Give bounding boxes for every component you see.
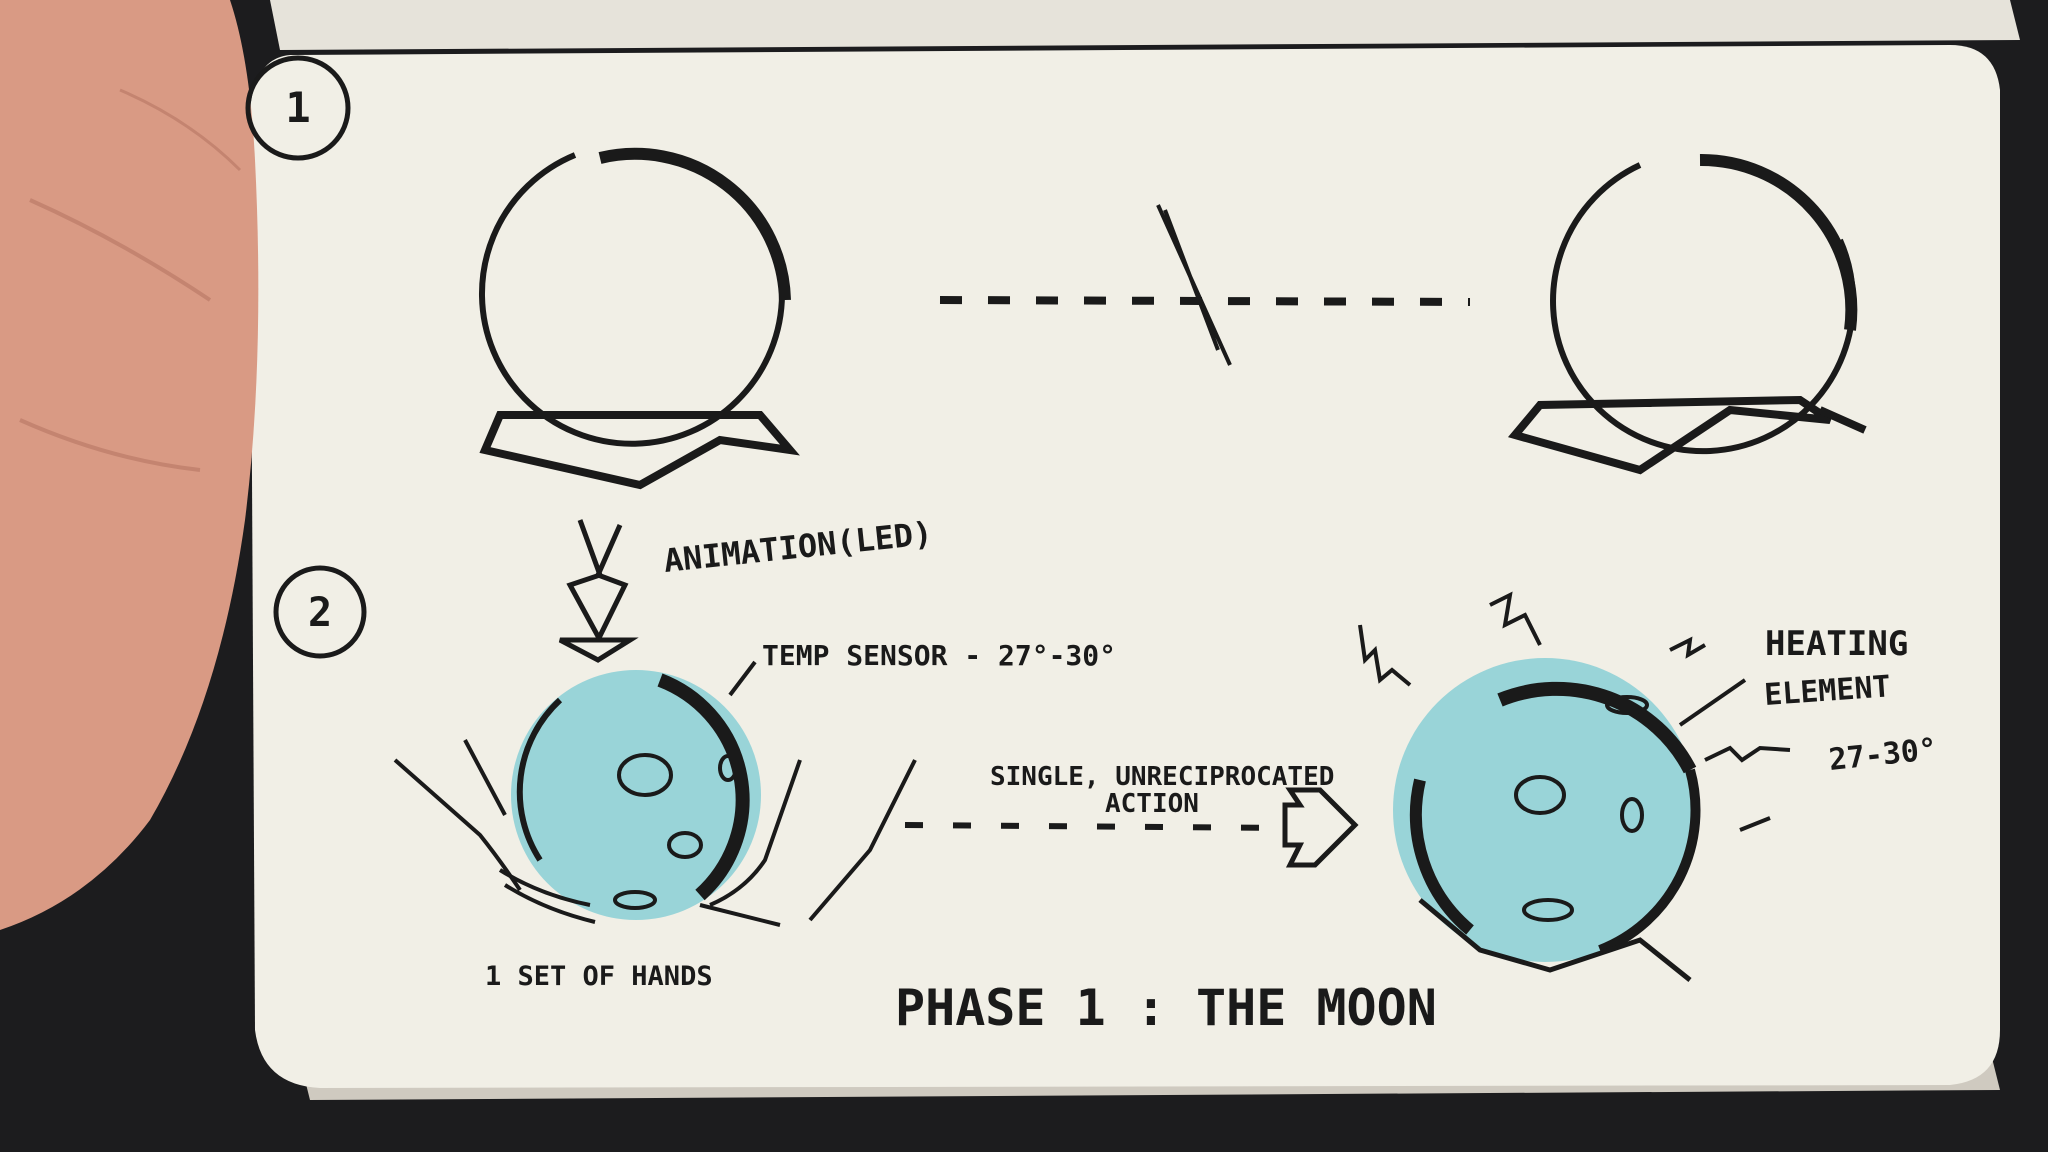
action-label-line2: ACTION [1105, 789, 1199, 819]
step-2-number: 2 [308, 590, 332, 636]
step-1-number: 1 [285, 83, 310, 132]
action-arrow-icon [1282, 787, 1359, 868]
step-1-circle [245, 55, 351, 161]
palm-crease [119, 88, 242, 172]
heating-label-line1: HEATING [1765, 624, 1908, 664]
lightning-arrow-icon [558, 519, 639, 663]
temp-sensor-pointer [728, 660, 757, 697]
palm-crease [19, 418, 201, 472]
action-dashed-line [904, 822, 1286, 831]
step-2-circle [273, 565, 367, 659]
heat-squiggles [1358, 591, 1791, 832]
hand [0, 0, 259, 930]
dashed-connector [939, 296, 1471, 306]
phase-caption: PHASE 1 : THE MOON [895, 979, 1437, 1037]
top-page-edge [270, 0, 2020, 50]
action-label-line1: SINGLE, UNRECIPROCATED [990, 762, 1334, 792]
left-hands-sketch [393, 739, 917, 927]
right-globe-sketch [1507, 153, 1867, 475]
slash-mark [1156, 204, 1232, 366]
temp-sensor-label: TEMP SENSOR - 27°-30° [762, 639, 1116, 672]
right-moon-sketch [1393, 658, 1701, 982]
palm-crease [29, 198, 212, 302]
left-moon-sketch [511, 670, 761, 920]
left-globe-sketch [479, 147, 800, 490]
heating-element-pointer [1678, 678, 1747, 727]
hands-label: 1 SET OF HANDS [485, 961, 713, 992]
